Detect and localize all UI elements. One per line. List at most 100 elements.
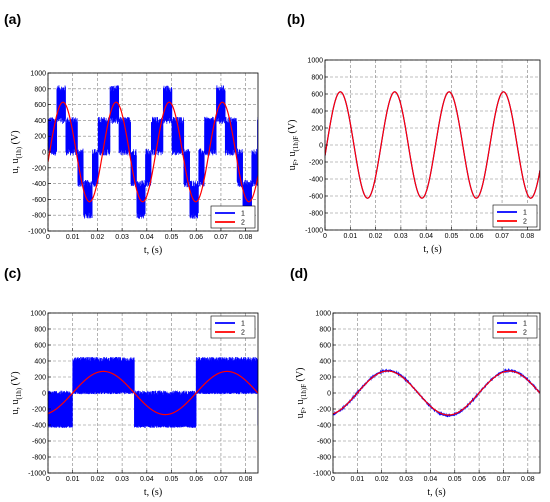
y-axis-label-part: u (295, 413, 306, 418)
x-tick-label: 0.02 (91, 476, 105, 483)
y-tick-label: 800 (311, 75, 323, 82)
y-tick-label: -400 (317, 423, 331, 430)
y-tick-label: -200 (32, 407, 46, 414)
legend-label-2: 2 (523, 219, 527, 226)
y-axis-label-part: (V) (10, 371, 21, 387)
y-tick-label: 0 (319, 143, 323, 150)
y-tick-label: 200 (311, 126, 323, 133)
y-axis-label-part: F (292, 161, 300, 165)
x-tick-label: 0.07 (495, 233, 509, 240)
y-tick-label: -200 (317, 407, 331, 414)
x-tick-label: 0.07 (214, 476, 228, 483)
legend-label-2: 2 (241, 220, 245, 227)
y-axis-label-part: (1h) (15, 146, 23, 158)
legend-label-1: 1 (523, 321, 527, 328)
y-tick-label: 0 (42, 150, 46, 157)
x-axis-label: t, (s) (423, 244, 441, 255)
x-tick-label: 0.05 (165, 476, 179, 483)
series-2-line (333, 370, 540, 416)
x-tick-label: 0.03 (399, 476, 413, 483)
y-tick-label: 200 (34, 134, 46, 141)
legend-label-2: 2 (241, 330, 245, 337)
y-tick-label: 0 (42, 391, 46, 398)
x-tick-label: 0.01 (343, 233, 357, 240)
panel-label: (a) (4, 11, 21, 27)
x-tick-label: 0.04 (140, 476, 154, 483)
x-tick-label: 0.02 (91, 234, 105, 241)
y-axis-label: uF, u(1h)F (V) (295, 368, 308, 419)
x-tick-label: 0.01 (66, 476, 80, 483)
x-tick-label: 0.05 (445, 233, 459, 240)
x-tick-label: 0.07 (214, 234, 228, 241)
legend-label-1: 1 (241, 211, 245, 218)
panel-d: (d) 0 0.01 0.02 0.03 0.04 0.05 0.06 0.07 0.08 -100… (290, 265, 541, 498)
x-tick-label: 0.06 (189, 476, 203, 483)
x-tick-label: 0.02 (369, 233, 383, 240)
panel-label: (c) (4, 265, 21, 281)
x-tick-label: 0.08 (521, 233, 535, 240)
y-tick-label: -800 (32, 213, 46, 220)
y-tick-label: -400 (32, 181, 46, 188)
series-2-line (48, 101, 258, 203)
y-axis-label-part: (V) (10, 130, 21, 146)
x-axis-label: t, (s) (144, 245, 162, 256)
y-axis-label-part: (1h) (15, 387, 23, 399)
y-tick-label: 600 (34, 102, 46, 109)
x-tick-label: 0.08 (239, 234, 253, 241)
series-group (325, 91, 540, 199)
y-axis-label-part: F (300, 409, 308, 413)
y-tick-label: -1000 (313, 471, 331, 478)
x-tick-label: 0.06 (470, 233, 484, 240)
x-tick-label: 0.01 (66, 234, 80, 241)
y-tick-label: -600 (32, 439, 46, 446)
y-tick-label: 200 (319, 375, 331, 382)
panel-c: (c) 0 0.01 0.02 0.03 0.04 0.05 0.06 0.07 0.08 -100… (4, 265, 259, 498)
y-axis-label-part: u (10, 410, 21, 415)
y-tick-label: 800 (34, 86, 46, 93)
legend-label-1: 1 (241, 321, 245, 328)
y-tick-label: -800 (317, 455, 331, 462)
x-tick-label: 0.08 (521, 476, 535, 483)
y-tick-label: -1000 (28, 471, 46, 478)
y-axis-label-part: , u (287, 152, 298, 162)
y-tick-label: -400 (32, 423, 46, 430)
y-tick-label: -600 (32, 197, 46, 204)
y-axis-label-part: , u (10, 159, 21, 169)
x-tick-label: 0.01 (351, 476, 365, 483)
y-tick-label: -800 (32, 455, 46, 462)
series-group (48, 85, 258, 219)
y-axis-label-part: (1h)F (300, 384, 308, 400)
y-tick-label: -200 (309, 160, 323, 167)
series-1-line (48, 356, 258, 428)
y-tick-label: -200 (32, 165, 46, 172)
y-tick-label: 400 (34, 118, 46, 125)
x-tick-label: 0 (331, 476, 335, 483)
y-tick-label: 0 (327, 391, 331, 398)
y-axis-label-part: , u (295, 400, 306, 410)
y-axis-label-part: (V) (287, 120, 298, 136)
y-axis-label-part: , u (10, 400, 21, 410)
x-tick-label: 0.04 (419, 233, 433, 240)
x-tick-label: 0.05 (448, 476, 462, 483)
panel-b: (b) 0 0.01 0.02 0.03 0.04 0.05 0.06 0.07 0.08 -100… (287, 11, 541, 255)
legend-label-1: 1 (523, 210, 527, 217)
y-tick-label: -1000 (305, 228, 323, 235)
y-axis-label: u, u(1h) (V) (10, 130, 23, 173)
y-axis-label-part: (1h)F (292, 136, 300, 152)
y-tick-label: 800 (34, 327, 46, 334)
y-tick-label: 400 (319, 359, 331, 366)
legend-box (492, 204, 538, 228)
x-tick-label: 0.06 (472, 476, 486, 483)
y-tick-label: 1000 (307, 58, 323, 65)
y-tick-label: 200 (34, 375, 46, 382)
x-tick-label: 0.04 (424, 476, 438, 483)
series-1-line (48, 85, 258, 219)
panel-label: (d) (290, 265, 308, 281)
panel-label: (b) (287, 11, 305, 27)
x-tick-label: 0.03 (115, 234, 129, 241)
y-tick-label: 1000 (30, 71, 46, 78)
y-axis-label: uF, u(1h)F (V) (287, 120, 300, 171)
legend-label-2: 2 (523, 330, 527, 337)
x-tick-label: 0.05 (165, 234, 179, 241)
y-axis-label-part: u (287, 165, 298, 170)
